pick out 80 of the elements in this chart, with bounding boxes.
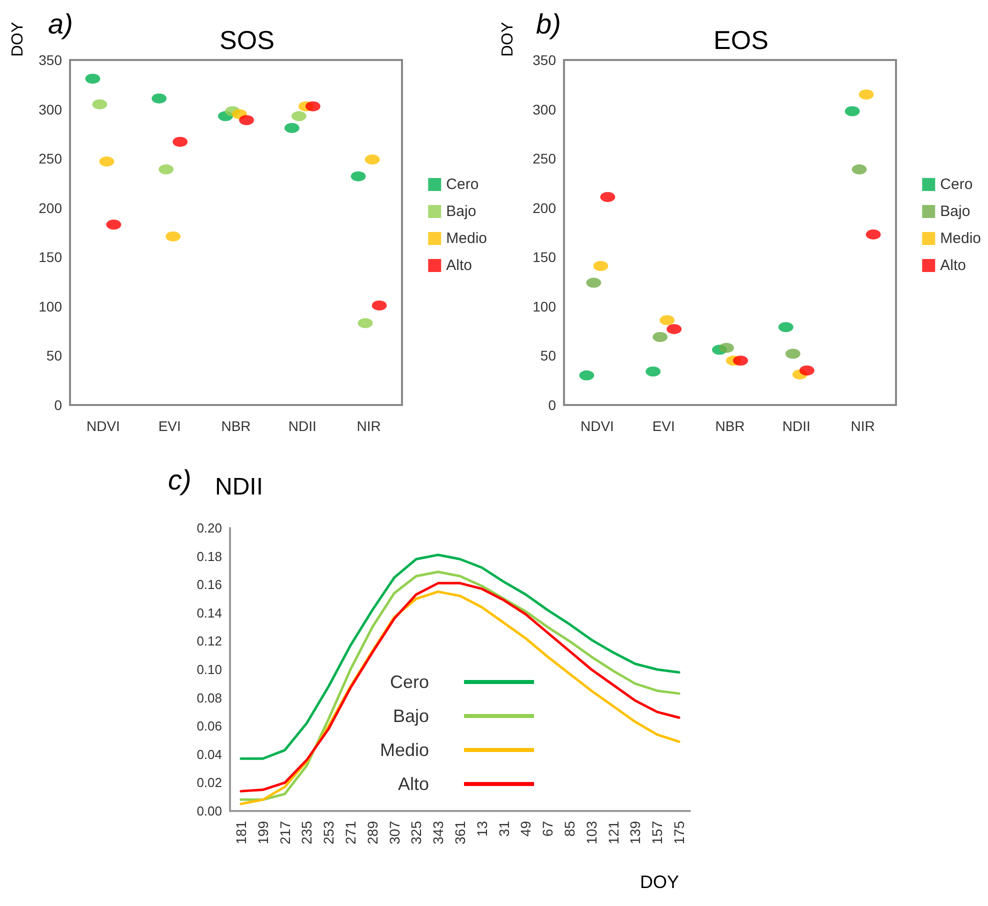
chart-title: EOS bbox=[714, 25, 768, 55]
legend-label: Medio bbox=[446, 230, 488, 247]
y-axis-title: DOY bbox=[500, 22, 516, 57]
x-tick-label: NDII bbox=[782, 418, 810, 434]
y-tick-label: 150 bbox=[532, 249, 556, 266]
legend-label: Alto bbox=[398, 774, 430, 794]
x-tick-label: 85 bbox=[562, 820, 578, 837]
x-tick-label: 325 bbox=[408, 820, 424, 844]
y-tick-label: 100 bbox=[38, 298, 62, 314]
legend-label: Bajo bbox=[446, 203, 476, 220]
x-axis-title: DOY bbox=[640, 872, 680, 892]
x-tick-label: NDII bbox=[288, 418, 316, 434]
y-tick-label: 250 bbox=[532, 150, 556, 167]
x-tick-label: 157 bbox=[649, 820, 666, 844]
x-tick-label: 139 bbox=[627, 820, 644, 844]
x-tick-label: 361 bbox=[452, 820, 468, 844]
y-tick-label: 0.00 bbox=[196, 804, 222, 818]
x-tick-label: 13 bbox=[474, 820, 490, 837]
x-tick-label: 121 bbox=[605, 820, 622, 844]
x-tick-label: NBR bbox=[715, 418, 745, 434]
y-tick-label: 0.12 bbox=[196, 634, 222, 649]
x-tick-label: EVI bbox=[158, 418, 181, 434]
chart-title: NDII bbox=[215, 474, 263, 500]
y-tick-label: 200 bbox=[38, 200, 62, 216]
y-tick-label: 350 bbox=[38, 52, 62, 68]
y-tick-label: 0.08 bbox=[196, 690, 222, 706]
y-tick-label: 50 bbox=[46, 348, 62, 364]
x-tick-label: 271 bbox=[342, 820, 358, 844]
x-tick-label: 289 bbox=[364, 820, 380, 844]
y-tick-label: 200 bbox=[532, 200, 556, 216]
x-tick-label: NIR bbox=[850, 418, 875, 434]
x-tick-label: 67 bbox=[540, 820, 556, 837]
x-tick-label: 343 bbox=[430, 820, 446, 844]
text: b) bbox=[536, 8, 561, 40]
legend-label: Alto bbox=[446, 257, 472, 274]
y-tick-label: 0.20 bbox=[196, 520, 222, 536]
y-tick-label: 0.04 bbox=[196, 746, 222, 762]
y-tick-label: 0.06 bbox=[196, 718, 222, 734]
y-tick-label: 150 bbox=[38, 249, 62, 266]
y-tick-label: 0 bbox=[54, 397, 62, 413]
y-tick-label: 0.02 bbox=[196, 775, 222, 790]
y-tick-label: 350 bbox=[532, 52, 556, 68]
y-tick-label: 0 bbox=[548, 397, 556, 413]
text: a) bbox=[48, 8, 73, 40]
x-tick-label: 49 bbox=[518, 820, 534, 837]
chart-title: SOS bbox=[220, 25, 274, 55]
legend-label: Cero bbox=[446, 176, 479, 193]
y-tick-label: 250 bbox=[38, 150, 62, 167]
x-tick-label: 235 bbox=[298, 820, 315, 844]
legend-label: Medio bbox=[380, 740, 430, 760]
x-tick-label: 175 bbox=[671, 820, 688, 844]
y-tick-label: 0.14 bbox=[196, 605, 222, 620]
legend-label: Cero bbox=[390, 672, 430, 692]
x-tick-label: 199 bbox=[254, 820, 271, 844]
y-tick-label: 0.16 bbox=[196, 577, 222, 592]
x-tick-label: 217 bbox=[276, 820, 293, 844]
y-tick-label: 100 bbox=[532, 298, 556, 314]
x-tick-label: NDVI bbox=[86, 418, 120, 434]
x-tick-label: 307 bbox=[386, 820, 402, 844]
legend-label: Medio bbox=[940, 230, 982, 247]
line-series bbox=[240, 554, 680, 760]
y-tick-label: 50 bbox=[540, 348, 556, 364]
legend-label: Cero bbox=[940, 176, 973, 193]
y-tick-label: 0.10 bbox=[196, 662, 222, 677]
x-tick-label: NBR bbox=[221, 418, 251, 434]
y-tick-label: 0.18 bbox=[196, 548, 222, 564]
y-axis-title: DOY bbox=[10, 22, 26, 57]
text: c) bbox=[168, 464, 192, 496]
x-tick-label: 31 bbox=[496, 820, 512, 837]
x-tick-label: 253 bbox=[320, 820, 337, 844]
legend-label: Bajo bbox=[392, 706, 430, 726]
y-tick-label: 300 bbox=[532, 101, 556, 118]
x-tick-label: 181 bbox=[232, 820, 249, 844]
legend-label: Bajo bbox=[940, 203, 970, 220]
x-tick-label: 103 bbox=[583, 820, 600, 844]
x-tick-label: NDVI bbox=[580, 418, 614, 434]
x-tick-label: NIR bbox=[356, 418, 381, 434]
y-tick-label: 300 bbox=[38, 101, 62, 118]
legend-label: Alto bbox=[940, 257, 966, 274]
x-tick-label: EVI bbox=[652, 418, 675, 434]
